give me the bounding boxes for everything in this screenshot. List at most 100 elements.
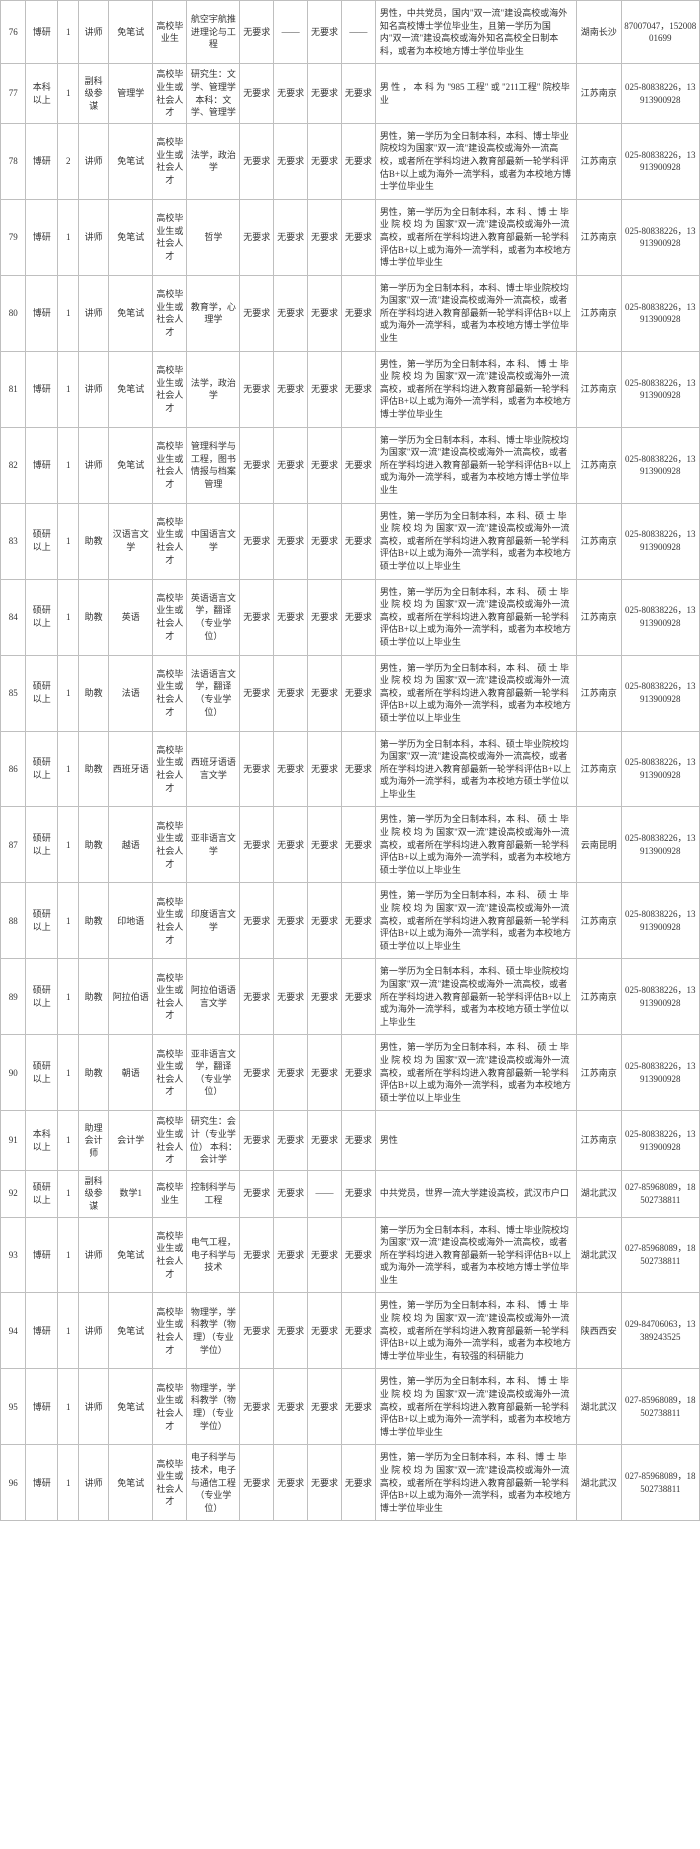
- cell-src: 高校毕业生或社会人才: [153, 959, 187, 1035]
- cell-num: 2: [58, 123, 79, 199]
- cell-phone: 025-80838226，13913900928: [621, 351, 699, 427]
- cell-pos: 讲师: [79, 123, 109, 199]
- cell-r3: 无要求: [308, 807, 342, 883]
- cell-idx: 90: [1, 1035, 26, 1111]
- cell-r3: 无要求: [308, 883, 342, 959]
- cell-desc: 第一学历为全日制本科，本科、博士毕业院校均为国家"双一流"建设高校或海外一流高校…: [375, 1217, 576, 1293]
- table-row: 87硕研以上1助教越语高校毕业生或社会人才亚非语言文学无要求无要求无要求无要求男…: [1, 807, 700, 883]
- cell-r3: 无要求: [308, 1035, 342, 1111]
- cell-desc: 男性，中共党员，国内"双一流"建设高校或海外知名高校博士学位毕业生，且第一学历为…: [375, 1, 576, 64]
- cell-r2: 无要求: [274, 503, 308, 579]
- cell-loc: 江苏南京: [577, 503, 621, 579]
- cell-idx: 95: [1, 1369, 26, 1445]
- cell-num: 1: [58, 959, 79, 1035]
- cell-desc: 男性，第一学历为全日制本科，本 科、 硕 士 毕 业 院 校 均 为 国家"双一…: [375, 1035, 576, 1111]
- cell-num: 1: [58, 1035, 79, 1111]
- cell-num: 1: [58, 1, 79, 64]
- cell-r1: 无要求: [240, 1, 274, 64]
- cell-major: 法语: [108, 655, 152, 731]
- cell-r2: 无要求: [274, 1111, 308, 1170]
- cell-desc: 男性，第一学历为全日制本科，本 科、博 士 毕 业 院 校 均 为 国家"双一流…: [375, 1445, 576, 1521]
- cell-phone: 025-80838226，13913900928: [621, 959, 699, 1035]
- cell-edu: 博研: [26, 1293, 58, 1369]
- cell-field: 哲学: [187, 199, 240, 275]
- cell-r4: 无要求: [341, 123, 375, 199]
- cell-pos: 助教: [79, 579, 109, 655]
- cell-src: 高校毕业生: [153, 1170, 187, 1217]
- cell-phone: 025-80838226，13913900928: [621, 123, 699, 199]
- cell-r1: 无要求: [240, 1217, 274, 1293]
- cell-desc: 第一学历为全日制本科，本科、博士毕业院校均为国家"双一流"建设高校或海外一流高校…: [375, 427, 576, 503]
- cell-r3: 无要求: [308, 1111, 342, 1170]
- cell-field: 西班牙语语言文学: [187, 731, 240, 807]
- table-row: 90硕研以上1助教朝语高校毕业生或社会人才亚非语言文学，翻译（专业学位）无要求无…: [1, 1035, 700, 1111]
- cell-major: 阿拉伯语: [108, 959, 152, 1035]
- cell-edu: 硕研以上: [26, 807, 58, 883]
- table-row: 83硕研以上1助教汉语言文学高校毕业生或社会人才中国语言文学无要求无要求无要求无…: [1, 503, 700, 579]
- cell-desc: 男性，第一学历为全日制本科，本 科、 博 士 毕 业 院 校 均 为 国家"双一…: [375, 351, 576, 427]
- table-row: 88硕研以上1助教印地语高校毕业生或社会人才印度语言文学无要求无要求无要求无要求…: [1, 883, 700, 959]
- cell-r4: 无要求: [341, 1217, 375, 1293]
- cell-num: 1: [58, 64, 79, 123]
- cell-r2: 无要求: [274, 1217, 308, 1293]
- cell-r1: 无要求: [240, 1369, 274, 1445]
- cell-loc: 湖南长沙: [577, 1, 621, 64]
- cell-loc: 江苏南京: [577, 883, 621, 959]
- cell-num: 1: [58, 199, 79, 275]
- cell-r2: 无要求: [274, 1445, 308, 1521]
- cell-r4: 无要求: [341, 1111, 375, 1170]
- cell-pos: 助教: [79, 655, 109, 731]
- cell-edu: 硕研以上: [26, 883, 58, 959]
- cell-edu: 博研: [26, 123, 58, 199]
- cell-r1: 无要求: [240, 123, 274, 199]
- cell-major: 免笔试: [108, 199, 152, 275]
- cell-phone: 027-85968089，18502738811: [621, 1445, 699, 1521]
- cell-edu: 博研: [26, 199, 58, 275]
- cell-loc: 湖北武汉: [577, 1369, 621, 1445]
- cell-idx: 82: [1, 427, 26, 503]
- cell-r1: 无要求: [240, 959, 274, 1035]
- cell-phone: 025-80838226，13913900928: [621, 64, 699, 123]
- table-row: 78博研2讲师免笔试高校毕业生或社会人才法学，政治学无要求无要求无要求无要求男性…: [1, 123, 700, 199]
- table-row: 84硕研以上1助教英语高校毕业生或社会人才英语语言文学，翻译（专业学位）无要求无…: [1, 579, 700, 655]
- cell-pos: 讲师: [79, 351, 109, 427]
- cell-loc: 陕西西安: [577, 1293, 621, 1369]
- cell-idx: 89: [1, 959, 26, 1035]
- cell-num: 1: [58, 883, 79, 959]
- cell-edu: 博研: [26, 1217, 58, 1293]
- cell-phone: 027-85968089，18502738811: [621, 1217, 699, 1293]
- cell-src: 高校毕业生或社会人才: [153, 1445, 187, 1521]
- cell-loc: 湖北武汉: [577, 1445, 621, 1521]
- cell-desc: 男性，第一学历为全日制本科，本 科、 博 士 毕 业 院 校 均 为 国家"双一…: [375, 1293, 576, 1369]
- recruitment-table: 76博研1讲师免笔试高校毕业生航空宇航推进理论与工程无要求——无要求——男性，中…: [0, 0, 700, 1521]
- cell-loc: 江苏南京: [577, 655, 621, 731]
- cell-field: 亚非语言文学: [187, 807, 240, 883]
- cell-r2: 无要求: [274, 959, 308, 1035]
- cell-r2: 无要求: [274, 1035, 308, 1111]
- cell-loc: 湖北武汉: [577, 1170, 621, 1217]
- table-row: 92硕研以上1副科级参谋数学1高校毕业生控制科学与工程无要求无要求——无要求中共…: [1, 1170, 700, 1217]
- cell-field: 控制科学与工程: [187, 1170, 240, 1217]
- cell-pos: 讲师: [79, 1293, 109, 1369]
- cell-pos: 讲师: [79, 1369, 109, 1445]
- cell-r4: 无要求: [341, 731, 375, 807]
- cell-loc: 江苏南京: [577, 123, 621, 199]
- cell-idx: 94: [1, 1293, 26, 1369]
- table-row: 85硕研以上1助教法语高校毕业生或社会人才法语语言文学，翻译（专业学位）无要求无…: [1, 655, 700, 731]
- cell-edu: 硕研以上: [26, 503, 58, 579]
- cell-phone: 025-80838226，13913900928: [621, 275, 699, 351]
- cell-src: 高校毕业生或社会人才: [153, 199, 187, 275]
- cell-idx: 76: [1, 1, 26, 64]
- cell-idx: 77: [1, 64, 26, 123]
- cell-r1: 无要求: [240, 503, 274, 579]
- cell-src: 高校毕业生或社会人才: [153, 1111, 187, 1170]
- cell-r4: 无要求: [341, 1369, 375, 1445]
- table-row: 81博研1讲师免笔试高校毕业生或社会人才法学，政治学无要求无要求无要求无要求男性…: [1, 351, 700, 427]
- cell-r4: 无要求: [341, 1293, 375, 1369]
- table-row: 86硕研以上1助教西班牙语高校毕业生或社会人才西班牙语语言文学无要求无要求无要求…: [1, 731, 700, 807]
- cell-field: 印度语言文学: [187, 883, 240, 959]
- cell-desc: 男性，第一学历为全日制本科，本 科、 硕 士 毕 业 院 校 均 为 国家"双一…: [375, 655, 576, 731]
- cell-r4: 无要求: [341, 655, 375, 731]
- cell-src: 高校毕业生或社会人才: [153, 1293, 187, 1369]
- cell-pos: 讲师: [79, 1, 109, 64]
